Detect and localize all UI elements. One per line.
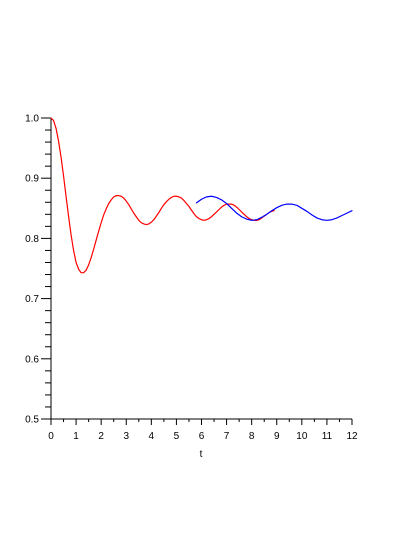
x-tick-label: 4 [149, 431, 155, 442]
x-tick-label: 6 [199, 431, 205, 442]
axes [41, 117, 353, 425]
x-tick-label: 7 [224, 431, 230, 442]
y-tick-label: 0.7 [25, 294, 39, 305]
series-group [50, 117, 353, 274]
y-tick-label: 0.6 [25, 354, 39, 365]
y-tick-label: 0.8 [25, 234, 39, 245]
x-tick-label: 3 [123, 431, 129, 442]
tick-labels: 0 1 2 3 4 5 6 7 8 9 10 11 120.50.60.70.80.91.0 [25, 114, 358, 443]
x-tick-label: 11 [322, 431, 333, 442]
x-tick-label: 5 [174, 431, 180, 442]
series-line-2 [195, 195, 353, 221]
x-tick-label: 8 [249, 431, 255, 442]
series-line-1 [50, 117, 275, 274]
x-tick-label: 1 [73, 431, 79, 442]
x-axis-label: t [200, 449, 203, 460]
y-tick-label: 0.9 [25, 174, 39, 185]
x-tick-label: 2 [98, 431, 104, 442]
y-tick-label: 1.0 [25, 114, 39, 125]
x-tick-label: 0 [48, 431, 54, 442]
y-tick-label: 0.5 [25, 415, 39, 426]
x-tick-label: 12 [346, 431, 358, 442]
x-tick-label: 9 [274, 431, 280, 442]
x-tick-label: 10 [296, 431, 308, 442]
